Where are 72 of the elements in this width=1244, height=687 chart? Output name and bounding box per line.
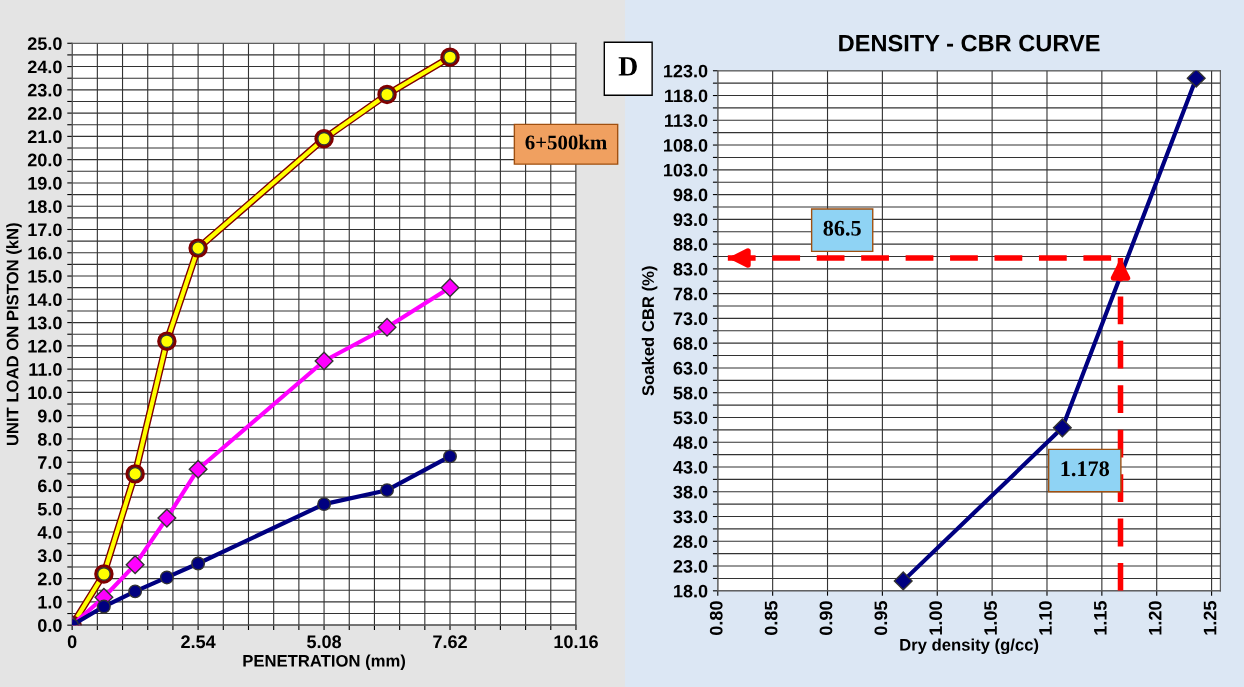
y-tick-label: 78.0 bbox=[673, 287, 708, 301]
y-tick-label: 17.0 bbox=[28, 223, 62, 237]
x-tick-label: 1.05 bbox=[984, 601, 997, 635]
x-tick-label: 0.90 bbox=[819, 601, 833, 635]
y-tick-label: 22.0 bbox=[27, 107, 62, 120]
y-tick-label: 18.0 bbox=[28, 200, 62, 213]
x-axis-title: PENETRATION (mm) bbox=[243, 654, 406, 671]
y-tick-label: 9.0 bbox=[37, 409, 62, 423]
y-tick-label: 16.0 bbox=[28, 246, 62, 260]
y-tick-label: 63.0 bbox=[673, 361, 708, 375]
y-tick-label: 5.0 bbox=[37, 502, 62, 516]
y-tick-label: 33.0 bbox=[673, 510, 708, 524]
y-tick-label: 3.0 bbox=[37, 549, 62, 563]
x-tick-label: 7.62 bbox=[433, 635, 467, 649]
annotation: 6+500km bbox=[525, 134, 607, 150]
y-tick-label: 10.0 bbox=[28, 386, 62, 400]
y-tick-label: 12.0 bbox=[28, 339, 62, 353]
y-tick-label: 68.0 bbox=[673, 337, 708, 350]
y-tick-label: 0.0 bbox=[38, 619, 62, 632]
y-tick-label: 24.0 bbox=[27, 60, 62, 74]
y-tick-label: 58.0 bbox=[673, 386, 708, 400]
x-axis-title: Dry density (g/cc) bbox=[900, 638, 1039, 655]
y-tick-label: 83.0 bbox=[673, 262, 708, 276]
y-tick-label: 53.0 bbox=[673, 411, 708, 425]
x-tick-label: 10.16 bbox=[554, 635, 598, 649]
y-tick-label: 4.0 bbox=[37, 526, 62, 539]
y-tick-label: 38.0 bbox=[673, 485, 708, 499]
y-tick-label: 118.0 bbox=[665, 89, 708, 103]
y-tick-label: 14.0 bbox=[28, 293, 62, 307]
annotation: 1.178 bbox=[1061, 461, 1110, 477]
y-tick-label: 43.0 bbox=[673, 460, 708, 474]
x-tick-label: 1.15 bbox=[1094, 601, 1107, 635]
x-tick-label: 1.20 bbox=[1148, 601, 1162, 635]
y-tick-label: 20.0 bbox=[27, 153, 62, 167]
y-tick-label: 88.0 bbox=[673, 238, 708, 251]
y-tick-label: 123.0 bbox=[664, 64, 708, 78]
y-tick-label: 48.0 bbox=[673, 436, 708, 449]
x-tick-label: 0.80 bbox=[709, 601, 723, 635]
x-tick-label: 5.08 bbox=[307, 635, 342, 649]
y-tick-label: 23.0 bbox=[27, 83, 62, 97]
x-tick-label: 2.54 bbox=[181, 635, 216, 649]
y-tick-label: 7.0 bbox=[38, 456, 62, 469]
y-tick-label: 1.0 bbox=[38, 595, 62, 609]
annotation: 86.5 bbox=[823, 220, 861, 236]
y-tick-label: 13.0 bbox=[28, 316, 62, 330]
y-tick-label: 11.0 bbox=[29, 363, 62, 376]
y-tick-label: 73.0 bbox=[673, 312, 708, 326]
x-tick-label: 0.95 bbox=[874, 601, 888, 635]
y-tick-label: 108.0 bbox=[664, 138, 708, 152]
y-tick-label: 93.0 bbox=[673, 213, 708, 227]
y-axis-title: Soaked CBR (%) bbox=[641, 266, 658, 396]
y-tick-label: 23.0 bbox=[673, 559, 708, 573]
y-tick-label: 6.0 bbox=[37, 479, 62, 493]
y-tick-label: 103.0 bbox=[664, 163, 708, 177]
chart-title: DENSITY - CBR CURVE bbox=[839, 34, 1100, 52]
y-tick-label: 2.0 bbox=[37, 572, 62, 586]
y-tick-label: 25.0 bbox=[27, 37, 62, 50]
y-tick-label: 18.0 bbox=[674, 584, 708, 598]
x-tick-label: 0 bbox=[67, 635, 77, 649]
y-tick-label: 21.0 bbox=[27, 130, 62, 144]
y-tick-label: 113.0 bbox=[665, 114, 708, 128]
x-tick-label: 1.25 bbox=[1203, 601, 1217, 635]
y-tick-label: 28.0 bbox=[673, 535, 708, 549]
text: D bbox=[618, 57, 637, 76]
x-tick-label: 0.85 bbox=[764, 601, 778, 635]
y-tick-label: 8.0 bbox=[37, 432, 62, 446]
y-axis-title: UNIT LOAD ON PISTON (kN) bbox=[6, 223, 22, 446]
y-tick-label: 15.0 bbox=[28, 269, 62, 283]
x-tick-label: 1.00 bbox=[929, 601, 943, 635]
y-tick-label: 19.0 bbox=[28, 176, 62, 190]
y-tick-label: 98.0 bbox=[673, 188, 708, 202]
x-tick-label: 1.10 bbox=[1039, 601, 1052, 635]
